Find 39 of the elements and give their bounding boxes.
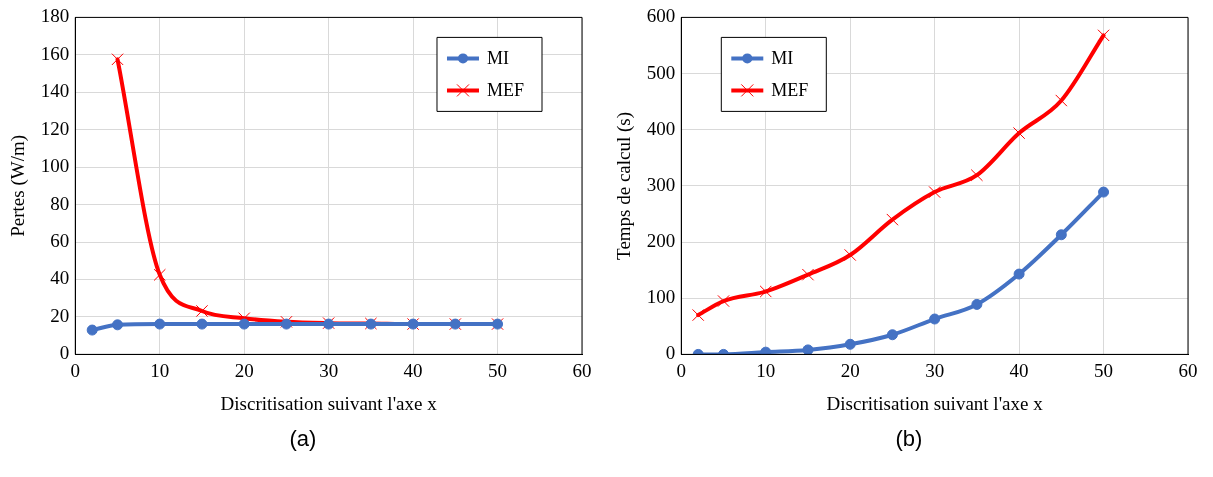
x-tick-label: 30: [925, 359, 945, 381]
x-tick-label: 10: [756, 359, 776, 381]
legend-label: MI: [486, 48, 509, 69]
x-tick-label: 40: [1009, 359, 1029, 381]
y-tick-label: 20: [50, 304, 70, 326]
y-tick-label: 200: [646, 230, 676, 252]
y-tick-label: 400: [646, 117, 676, 139]
y-tick-label: 180: [40, 5, 70, 27]
legend-label: MI: [771, 48, 794, 69]
x-axis-title: Discritisation suivant l'axe x: [220, 392, 438, 414]
y-tick-label: 500: [646, 61, 676, 83]
x-tick-label: 30: [319, 359, 339, 381]
y-tick-label: 100: [40, 155, 70, 177]
y-tick-label: 80: [50, 192, 70, 214]
y-tick-label: 120: [40, 117, 70, 139]
y-tick-label: 0: [59, 342, 70, 364]
y-tick-label: 40: [50, 267, 70, 289]
legend-label: MEF: [771, 80, 809, 101]
text: (a): [288, 426, 318, 452]
x-tick-label: 40: [403, 359, 423, 381]
y-axis-title: Temps de calcul (s): [613, 111, 636, 260]
y-tick-label: 60: [50, 230, 70, 252]
y-axis-title: Pertes (W/m): [7, 134, 30, 237]
y-tick-label: 0: [665, 342, 676, 364]
text: (b): [894, 426, 924, 452]
y-tick-label: 600: [646, 5, 676, 27]
x-tick-label: 50: [1094, 359, 1114, 381]
y-tick-label: 100: [646, 286, 676, 308]
y-tick-label: 300: [646, 173, 676, 195]
y-tick-label: 140: [40, 80, 70, 102]
x-axis-title: Discritisation suivant l'axe x: [826, 392, 1044, 414]
legend-label: MEF: [486, 80, 524, 101]
x-tick-label: 20: [234, 359, 254, 381]
x-tick-label: 50: [488, 359, 508, 381]
x-tick-label: 10: [150, 359, 170, 381]
x-tick-label: 60: [572, 359, 592, 381]
x-tick-label: 60: [1178, 359, 1198, 381]
x-tick-label: 20: [840, 359, 860, 381]
y-tick-label: 160: [40, 42, 70, 64]
